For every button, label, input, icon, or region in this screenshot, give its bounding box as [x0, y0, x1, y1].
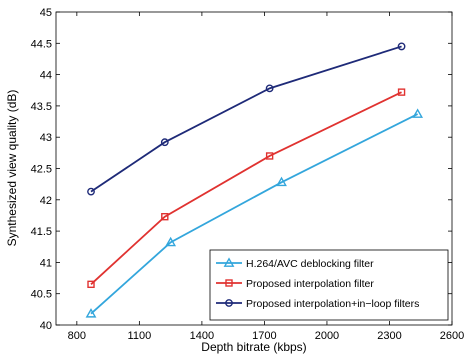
series-layer: [85, 42, 424, 318]
data-point-triangle: [165, 236, 177, 247]
data-point-circle: [265, 84, 274, 93]
y-tick-label: 44.5: [31, 38, 52, 50]
data-point-square: [161, 213, 169, 221]
x-tick-label: 2600: [440, 330, 464, 342]
y-tick-label: 40.5: [31, 289, 52, 301]
axis-ticks: 800 1100 1400 1700 2000 2300 2600 40 40.5 41 41.5 4…: [31, 7, 465, 342]
y-tick-label: 43.5: [31, 101, 52, 113]
series-line: [90, 91, 402, 285]
y-axis-label: Synthesized view quality (dB): [5, 90, 19, 247]
legend-marker-square: [225, 279, 233, 287]
y-tick-label: 41: [40, 257, 52, 269]
x-tick-label: 800: [68, 330, 86, 342]
data-point-triangle: [412, 108, 424, 118]
y-tick-label: 41.5: [31, 226, 52, 238]
data-point-circle: [397, 42, 406, 51]
data-point-square: [87, 280, 95, 289]
legend-item: Proposed interpolation+in−loop filters: [216, 298, 419, 310]
data-point-triangle: [276, 176, 287, 187]
data-point-circle: [87, 187, 95, 196]
legend-label: Proposed interpolation filter: [246, 278, 374, 290]
x-tick-label: 1400: [190, 330, 214, 342]
y-tick-label: 42: [40, 195, 52, 207]
x-tick-label: 1100: [128, 330, 152, 342]
y-tick-label: 42.5: [31, 164, 52, 176]
legend-box: [209, 249, 449, 321]
y-tick-label: 40: [40, 320, 52, 332]
series-1: [85, 108, 424, 318]
y-tick-label: 44: [40, 70, 52, 82]
series-line: [90, 113, 419, 315]
legend-item: H.264/AVC deblocking filter: [216, 257, 374, 270]
x-tick-label: 2000: [315, 330, 339, 342]
legend: H.264/AVC deblocking filter Proposed inte…: [209, 249, 449, 321]
y-tick-label: 45: [40, 7, 52, 19]
data-point-circle: [160, 138, 169, 147]
x-axis-label: Depth bitrate (kbps): [201, 340, 306, 354]
y-tick-label: 43: [40, 132, 52, 144]
series-3: [87, 42, 406, 196]
legend-item: Proposed interpolation filter: [216, 278, 374, 290]
x-tick-label: 1700: [252, 330, 276, 342]
series-2: [87, 88, 406, 289]
data-point-triangle: [85, 308, 97, 318]
series-line: [90, 45, 402, 193]
legend-marker-triangle: [223, 257, 235, 267]
data-point-square: [265, 152, 274, 160]
legend-marker-circle: [225, 299, 233, 307]
x-tick-label: 2300: [377, 330, 401, 342]
legend-label: H.264/AVC deblocking filter: [246, 258, 374, 270]
legend-label: Proposed interpolation+in−loop filters: [246, 298, 419, 310]
data-point-square: [397, 88, 406, 96]
